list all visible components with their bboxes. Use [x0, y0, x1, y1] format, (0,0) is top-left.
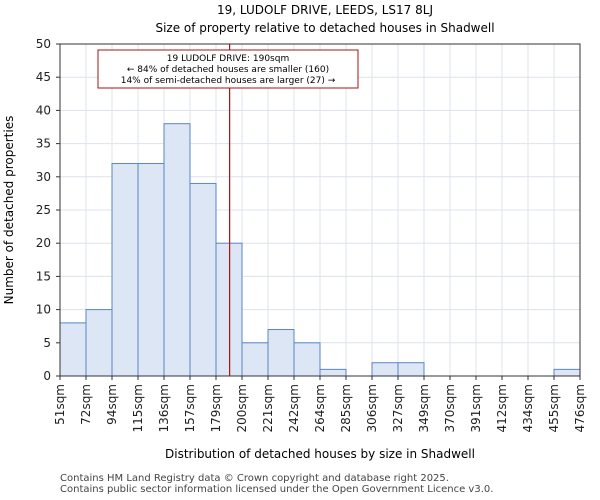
bar [163, 123, 191, 377]
x-tick-label: 115sqm [131, 384, 145, 432]
footer-line-2: Contains public sector information licen… [60, 484, 494, 495]
x-tick-label: 349sqm [417, 384, 431, 432]
y-tick-label: 50 [36, 37, 51, 51]
annotation-line-2: ← 84% of detached houses are smaller (16… [127, 65, 329, 75]
annotation-line-3: 14% of semi-detached houses are larger (… [121, 76, 336, 86]
y-tick-label: 20 [36, 236, 51, 250]
bar [189, 182, 217, 377]
annotation-box: 19 LUDOLF DRIVE: 190sqm ← 84% of detache… [97, 49, 359, 89]
bar [111, 163, 139, 377]
x-tick-label: 94sqm [105, 384, 119, 425]
annotation-line-1: 19 LUDOLF DRIVE: 190sqm [167, 54, 289, 64]
bar [397, 362, 425, 377]
x-axis-label: Distribution of detached houses by size … [165, 447, 475, 461]
y-tick-label: 10 [36, 303, 51, 317]
bar [319, 368, 347, 377]
bar [267, 329, 295, 377]
x-tick-label: 370sqm [443, 384, 457, 432]
x-tick-label: 51sqm [53, 384, 67, 425]
x-axis-ticks: 51sqm 72sqm 94sqm 115sqm 136sqm 157sqm 179sqm 2… [53, 376, 587, 432]
x-tick-label: 285sqm [339, 384, 353, 432]
bar [553, 368, 581, 377]
y-tick-label: 5 [43, 336, 51, 350]
x-tick-label: 136sqm [157, 384, 171, 432]
x-tick-label: 391sqm [469, 384, 483, 432]
x-tick-label: 434sqm [521, 384, 535, 432]
x-tick-label: 221sqm [261, 384, 275, 432]
bars [59, 123, 581, 377]
bar [85, 309, 113, 377]
chart-title: 19, LUDOLF DRIVE, LEEDS, LS17 8LJ [217, 3, 433, 17]
chart-svg: 19, LUDOLF DRIVE, LEEDS, LS17 8LJ Size o… [2, 3, 587, 461]
bar [371, 362, 399, 377]
y-tick-label: 15 [36, 269, 51, 283]
x-tick-label: 157sqm [183, 384, 197, 432]
bar [241, 342, 269, 377]
x-tick-label: 476sqm [573, 384, 587, 432]
footer-line-1: Contains HM Land Registry data © Crown c… [60, 473, 449, 484]
bar [59, 322, 87, 377]
bar [215, 242, 243, 377]
x-tick-label: 179sqm [209, 384, 223, 432]
chart-subtitle: Size of property relative to detached ho… [155, 21, 494, 35]
x-tick-label: 200sqm [235, 384, 249, 432]
y-tick-label: 45 [36, 70, 51, 84]
x-tick-label: 242sqm [287, 384, 301, 432]
x-tick-label: 264sqm [313, 384, 327, 432]
annotation-frame [97, 49, 359, 89]
x-tick-label: 455sqm [547, 384, 561, 432]
y-tick-label: 40 [36, 103, 51, 117]
bar [137, 163, 165, 377]
x-tick-label: 412sqm [495, 384, 509, 432]
y-tick-label: 25 [36, 203, 51, 217]
bar [293, 342, 321, 377]
y-tick-label: 35 [36, 137, 51, 151]
y-tick-label: 30 [36, 170, 51, 184]
y-tick-label: 0 [43, 369, 51, 383]
x-tick-label: 306sqm [365, 384, 379, 432]
x-tick-label: 72sqm [79, 384, 93, 425]
plot-frame [59, 43, 581, 377]
y-axis-label: Number of detached properties [2, 116, 16, 305]
x-tick-label: 327sqm [391, 384, 405, 432]
y-axis-ticks: 0 5 10 15 20 25 30 35 40 45 50 [36, 37, 60, 383]
